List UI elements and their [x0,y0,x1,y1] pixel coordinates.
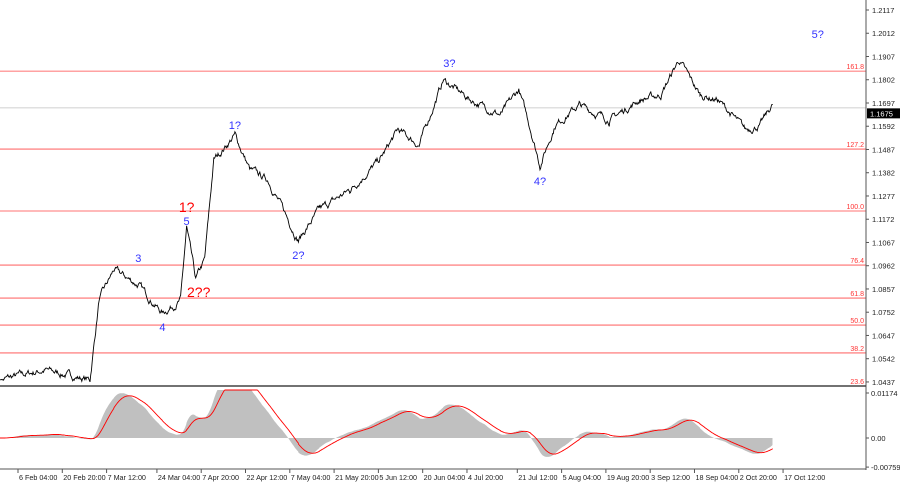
y-tick-label: 1.1592 [872,122,895,131]
y-tick-label: 1.1487 [872,145,895,154]
x-tick-label: 2 Oct 20:00 [740,473,777,482]
wave-label: 5? [812,29,824,41]
x-tick-label: 5 Aug 04:00 [563,473,601,482]
fib-level-label: 76.4 [850,258,864,265]
x-tick-label: 7 May 04:00 [291,473,331,482]
current-price-line: 1.1675 [0,107,900,119]
wave-label: 3 [135,253,141,265]
x-tick-label: 20 Jun 04:00 [424,473,466,482]
x-tick-label: 17 Oct 12:00 [784,473,825,482]
wave-label: 1? [229,120,241,132]
x-tick-label: 21 May 20:00 [335,473,379,482]
oscillator-panel: 0.01174 0.00 -0.00759 [0,389,900,472]
y-tick-label: 1.1802 [872,76,895,85]
y-tick-label: 1.1907 [872,52,895,61]
oscillator-tick-label: -0.00759 [871,463,900,472]
y-tick-label: 1.0437 [872,378,895,387]
y-tick-label: 1.0647 [872,331,895,340]
x-tick-label: 7 Mar 12:00 [108,473,146,482]
y-tick-label: 1.2012 [872,29,895,38]
current-price-label: 1.1675 [870,109,893,118]
wave-label: 3? [443,58,455,70]
price-line [0,61,773,383]
x-tick-label: 6 Feb 04:00 [19,473,57,482]
y-tick-label: 1.0752 [872,308,895,317]
fib-level-label: 61.8 [850,291,864,298]
x-tick-label: 22 Apr 12:00 [247,473,288,482]
y-tick-label: 1.1067 [872,238,895,247]
x-tick-label: 19 Aug 20:00 [607,473,649,482]
oscillator-tick-label: 0.00 [871,434,886,443]
y-tick-label: 1.0962 [872,262,895,271]
fib-level-label: 127.2 [846,142,864,149]
y-tick-label: 1.2117 [872,6,894,15]
current-price-badge [867,108,900,119]
wave-label: 5 [184,216,190,228]
fib-level-label: 50.0 [850,318,864,325]
price-series [0,61,773,383]
fib-level-label: 38.2 [850,346,864,353]
oscillator-histogram [0,390,773,457]
y-tick-label: 1.0857 [872,285,895,294]
x-tick-label: 5 Jun 12:00 [379,473,417,482]
x-tick-label: 3 Sep 12:00 [651,473,690,482]
y-tick-label: 1.1382 [872,169,895,178]
x-tick-label: 21 Jul 12:00 [518,473,557,482]
wave-label: 4 [159,322,165,334]
fib-level-label: 100.0 [846,204,864,211]
x-tick-label: 4 Jul 20:00 [468,473,503,482]
wave-label: 2?? [187,284,211,300]
wave-label: 1? [179,199,195,215]
wave-label: 4? [534,176,546,188]
wave-label: 2? [292,250,304,262]
y-tick-label: 1.1697 [872,99,895,108]
oscillator-signal-line [0,389,773,455]
oscillator-tick-label: 0.01174 [871,389,898,398]
y-tick-label: 1.0542 [872,355,895,364]
y-tick-label: 1.1172 [872,215,894,224]
fib-level-label: 23.6 [850,379,864,386]
x-tick-label: 18 Sep 04:00 [695,473,738,482]
x-tick-label: 24 Mar 04:00 [158,473,200,482]
x-tick-label: 20 Feb 20:00 [63,473,105,482]
fib-level-label: 161.8 [846,64,864,71]
y-tick-label: 1.1277 [872,192,895,201]
x-tick-label: 7 Apr 20:00 [202,473,239,482]
